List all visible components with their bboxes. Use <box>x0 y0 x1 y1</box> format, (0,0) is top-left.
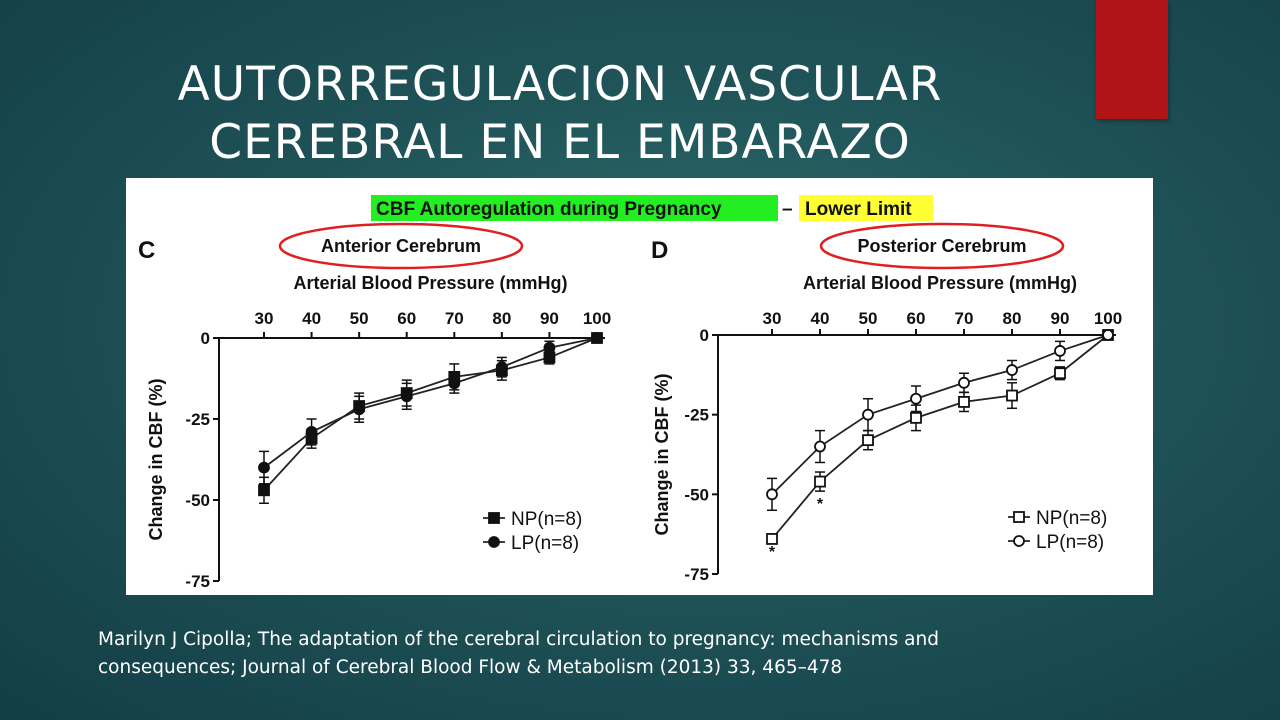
data-point <box>258 484 270 497</box>
legend-marker <box>1013 535 1025 547</box>
header-left-highlight <box>371 195 778 221</box>
series-2 <box>766 329 1114 512</box>
y-tick-label: 0 <box>700 326 709 345</box>
x-tick-label: 40 <box>811 309 830 328</box>
x-tick-label: 90 <box>1051 309 1070 328</box>
header-right-highlight <box>799 195 933 221</box>
x-tick-label: 30 <box>255 309 274 328</box>
series-1 <box>258 332 603 504</box>
legend-label: LP(n=8) <box>1036 532 1104 553</box>
x-axis-label: Arterial Blood Pressure (mmHg) <box>803 273 1077 293</box>
title-highlight-ellipse <box>819 222 1065 270</box>
data-point <box>305 426 318 438</box>
x-tick-label: 70 <box>445 309 464 328</box>
accent-bar <box>1096 0 1168 119</box>
y-axis-label: Change in CBF (%) <box>146 379 166 541</box>
data-point <box>353 403 366 416</box>
series-1 <box>766 329 1114 545</box>
x-tick-label: 30 <box>763 309 782 328</box>
data-point <box>258 461 270 474</box>
x-tick-label: 50 <box>859 309 878 328</box>
significance-marker: * <box>769 544 776 561</box>
data-point <box>1054 367 1066 380</box>
slide-title: AUTORREGULACION VASCULAR CEREBRAL EN EL … <box>100 56 1020 172</box>
panel-title: Posterior Cerebrum <box>857 236 1026 256</box>
legend-marker <box>1013 511 1025 523</box>
data-point <box>814 475 826 488</box>
legend-label: NP(n=8) <box>511 509 582 530</box>
series-line <box>263 337 598 491</box>
series-line <box>771 334 1109 495</box>
data-point <box>958 396 970 408</box>
panel-letter: C <box>138 237 155 264</box>
data-point <box>862 434 874 447</box>
series-line <box>771 334 1109 540</box>
x-tick-label: 70 <box>955 309 974 328</box>
legend-marker <box>488 536 500 548</box>
data-point <box>400 390 413 403</box>
data-point <box>1006 389 1018 402</box>
data-point <box>958 376 970 389</box>
data-point <box>1054 345 1066 357</box>
panel-c: C Anterior Cerebrum Arterial Blood Pressur… <box>138 222 611 591</box>
title-highlight-ellipse <box>278 222 524 270</box>
data-point <box>1102 329 1114 341</box>
y-axis-label: Change in CBF (%) <box>652 374 672 536</box>
data-point <box>910 411 922 424</box>
data-point <box>862 408 874 421</box>
header-left-label: CBF Autoregulation during Pregnancy <box>376 199 722 220</box>
chart-svg: CBF Autoregulation during Pregnancy – Lo… <box>138 195 1122 591</box>
data-point <box>766 533 778 545</box>
series-2 <box>258 332 603 485</box>
citation: Marilyn J Cipolla; The adaptation of the… <box>98 626 1218 682</box>
data-point <box>495 361 508 374</box>
x-tick-label: 40 <box>302 309 321 328</box>
y-tick-label: -75 <box>185 572 210 591</box>
x-tick-label: 100 <box>583 309 611 328</box>
x-tick-label: 100 <box>1094 309 1122 328</box>
citation-line-1: Marilyn J Cipolla; The adaptation of the… <box>98 629 939 650</box>
panel-d: D Posterior Cerebrum Arterial Blood Pressu… <box>651 222 1122 584</box>
x-tick-label: 60 <box>397 309 416 328</box>
x-tick-label: 50 <box>350 309 369 328</box>
series-line <box>263 337 598 469</box>
x-axis-label: Arterial Blood Pressure (mmHg) <box>293 273 567 293</box>
data-point <box>448 377 461 390</box>
x-tick-label: 80 <box>492 309 511 328</box>
y-tick-label: -25 <box>684 406 709 425</box>
legend-marker <box>488 512 500 524</box>
x-tick-label: 80 <box>1003 309 1022 328</box>
y-tick-label: -25 <box>185 410 210 429</box>
y-tick-label: 0 <box>201 329 210 348</box>
data-point <box>814 440 826 453</box>
y-tick-label: -75 <box>684 565 709 584</box>
panel-letter: D <box>651 237 668 264</box>
header-right-label: Lower Limit <box>805 199 912 220</box>
legend-label: LP(n=8) <box>511 533 579 554</box>
data-point <box>910 392 922 405</box>
slide-title-line-2: CEREBRAL EN EL EMBARAZO <box>209 115 911 170</box>
significance-marker: * <box>817 496 824 513</box>
panel-title: Anterior Cerebrum <box>321 236 481 256</box>
data-point <box>591 332 603 344</box>
x-tick-label: 90 <box>540 309 559 328</box>
slide-title-line-1: AUTORREGULACION VASCULAR <box>177 57 943 112</box>
data-point <box>543 341 556 354</box>
chart-figure: CBF Autoregulation during Pregnancy – Lo… <box>126 178 1153 595</box>
legend-label: NP(n=8) <box>1036 508 1107 529</box>
y-tick-label: -50 <box>684 485 709 504</box>
header-dash: – <box>782 199 793 220</box>
citation-line-2: consequences; Journal of Cerebral Blood … <box>98 657 843 678</box>
data-point <box>1006 364 1018 376</box>
x-tick-label: 60 <box>907 309 926 328</box>
data-point <box>766 488 778 501</box>
y-tick-label: -50 <box>185 491 210 510</box>
